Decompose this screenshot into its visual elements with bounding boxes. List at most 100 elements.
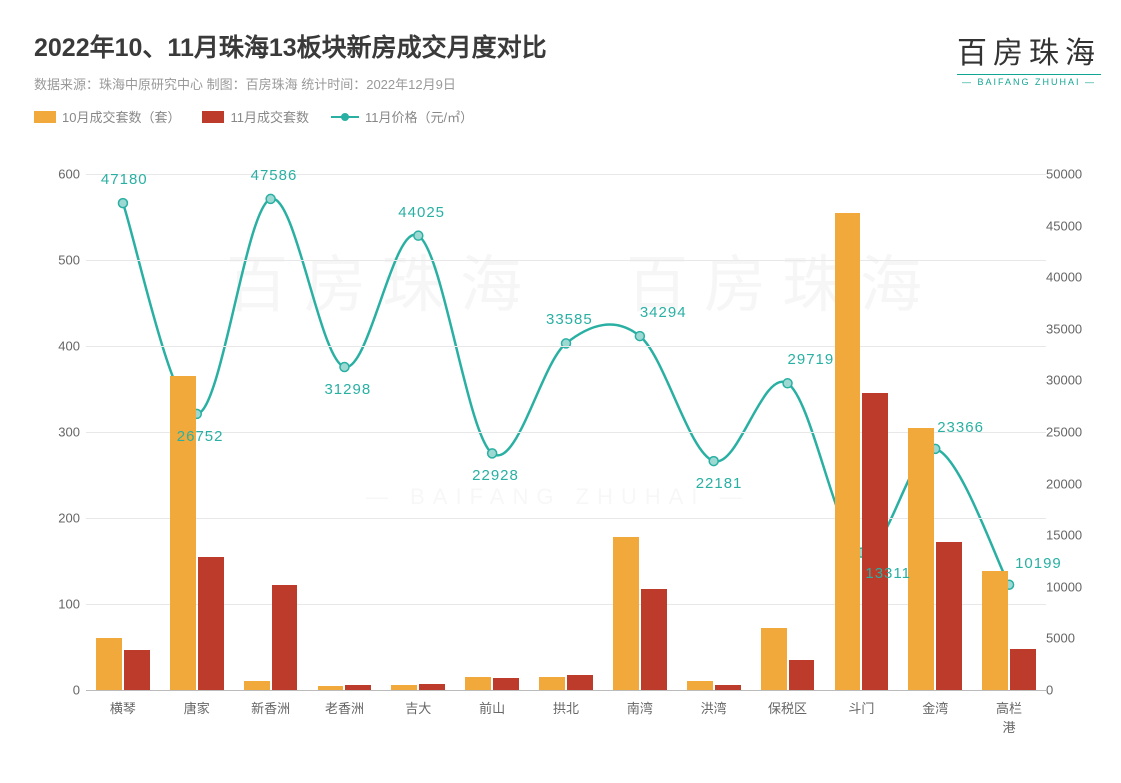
gridline — [86, 432, 1046, 433]
price-label: 13311 — [865, 565, 911, 582]
x-axis-label: 老香洲 — [325, 698, 364, 717]
price-label: 33585 — [546, 311, 593, 328]
x-axis-label: 前山 — [479, 698, 505, 717]
price-marker — [488, 449, 497, 458]
logo-main: 百房珠海 — [957, 28, 1101, 72]
legend-label: 11月价格（元/㎡） — [365, 107, 473, 126]
price-marker — [266, 194, 275, 203]
legend-swatch-line — [331, 112, 359, 122]
x-axis-label: 金湾 — [922, 698, 948, 717]
gridline — [86, 518, 1046, 519]
bar — [244, 681, 270, 690]
bar — [908, 428, 934, 690]
gridline — [86, 604, 1046, 605]
title-block: 2022年10、11月珠海13板块新房成交月度对比 数据来源：珠海中原研究中心 … — [34, 28, 547, 93]
bar — [641, 589, 667, 690]
bar — [96, 638, 122, 690]
gridline — [86, 260, 1046, 261]
y-axis-right-label: 0 — [1046, 683, 1090, 698]
gridline — [86, 346, 1046, 347]
price-label: 47586 — [251, 167, 298, 184]
x-axis-label: 洪湾 — [701, 698, 727, 717]
price-marker — [118, 199, 127, 208]
price-label: 22928 — [472, 467, 519, 484]
bar — [465, 677, 491, 690]
y-axis-left-label: 100 — [40, 597, 80, 612]
x-axis-label: 保税区 — [768, 698, 807, 717]
price-label: 23366 — [937, 419, 984, 436]
x-axis-label: 唐家 — [184, 698, 210, 717]
y-axis-right-label: 35000 — [1046, 321, 1090, 336]
price-marker — [709, 457, 718, 466]
price-label: 29719 — [788, 351, 835, 368]
bar — [862, 393, 888, 690]
y-axis-left-label: 0 — [40, 683, 80, 698]
bar — [687, 681, 713, 690]
bar — [391, 685, 417, 690]
x-axis-label: 横琴 — [110, 698, 136, 717]
x-axis-label: 吉大 — [405, 698, 431, 717]
y-axis-right-label: 5000 — [1046, 631, 1090, 646]
y-axis-right-label: 10000 — [1046, 579, 1090, 594]
x-axis-label: 拱北 — [553, 698, 579, 717]
bar — [613, 537, 639, 690]
legend-swatch-bar — [34, 111, 56, 123]
price-label: 10199 — [1015, 555, 1062, 572]
bar — [419, 684, 445, 690]
price-label: 22181 — [696, 475, 743, 492]
gridline — [86, 174, 1046, 175]
price-label: 31298 — [324, 381, 371, 398]
plot-area: 百房珠海 百房珠海 — BAIFANG ZHUHAI — 01002003004… — [86, 174, 1046, 690]
bar — [936, 542, 962, 690]
chart: 百房珠海 百房珠海 — BAIFANG ZHUHAI — 01002003004… — [40, 174, 1090, 734]
x-axis-line — [86, 690, 1046, 691]
bar — [124, 650, 150, 690]
y-axis-left-label: 600 — [40, 167, 80, 182]
bar — [493, 678, 519, 690]
price-label: 26752 — [177, 428, 224, 445]
bar — [982, 571, 1008, 690]
bar — [835, 213, 861, 690]
bar — [1010, 649, 1036, 690]
bar — [345, 685, 371, 690]
y-axis-left-label: 400 — [40, 339, 80, 354]
y-axis-left-label: 500 — [40, 253, 80, 268]
price-label: 34294 — [640, 304, 687, 321]
chart-title: 2022年10、11月珠海13板块新房成交月度对比 — [34, 28, 547, 64]
bar — [170, 376, 196, 690]
logo-divider — [957, 74, 1101, 75]
price-marker — [783, 379, 792, 388]
legend-label: 11月成交套数 — [230, 107, 309, 126]
x-axis-label: 斗门 — [848, 698, 874, 717]
y-axis-right-label: 45000 — [1046, 218, 1090, 233]
x-axis-label: 南湾 — [627, 698, 653, 717]
logo-sub: — BAIFANG ZHUHAI — — [957, 77, 1101, 87]
legend-label: 10月成交套数（套） — [62, 107, 180, 126]
legend-item: 11月成交套数 — [202, 107, 309, 126]
bar — [761, 628, 787, 690]
price-marker — [340, 363, 349, 372]
price-label: 44025 — [398, 204, 445, 221]
logo: 百房珠海 — BAIFANG ZHUHAI — — [957, 28, 1101, 87]
y-axis-right-label: 30000 — [1046, 373, 1090, 388]
bar — [789, 660, 815, 690]
y-axis-left-label: 200 — [40, 511, 80, 526]
y-axis-right-label: 50000 — [1046, 167, 1090, 182]
price-label: 47180 — [101, 171, 148, 188]
bar — [272, 585, 298, 690]
bar — [715, 685, 741, 690]
legend-swatch-bar — [202, 111, 224, 123]
y-axis-right-label: 15000 — [1046, 528, 1090, 543]
price-marker — [414, 231, 423, 240]
y-axis-left-label: 300 — [40, 425, 80, 440]
bar — [567, 675, 593, 690]
legend: 10月成交套数（套） 11月成交套数 11月价格（元/㎡） — [34, 107, 1101, 126]
x-axis-label: 新香洲 — [251, 698, 290, 717]
y-axis-right-label: 40000 — [1046, 270, 1090, 285]
bar — [198, 557, 224, 690]
page: 2022年10、11月珠海13板块新房成交月度对比 数据来源：珠海中原研究中心 … — [0, 0, 1121, 783]
header: 2022年10、11月珠海13板块新房成交月度对比 数据来源：珠海中原研究中心 … — [34, 28, 1101, 93]
price-marker — [635, 332, 644, 341]
bar — [318, 686, 344, 690]
chart-subtitle: 数据来源：珠海中原研究中心 制图：百房珠海 统计时间：2022年12月9日 — [34, 74, 547, 93]
